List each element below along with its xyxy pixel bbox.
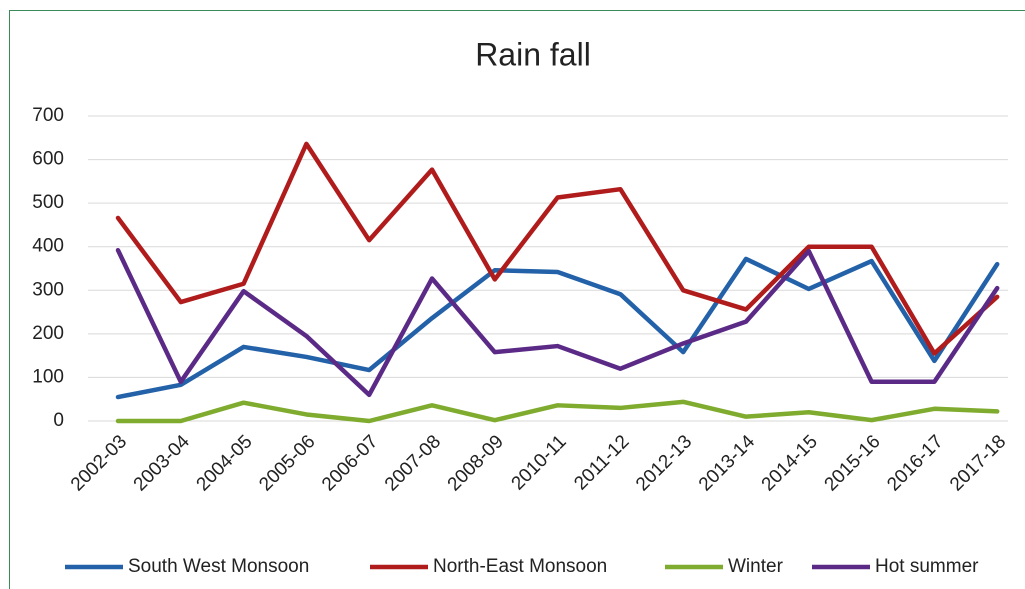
x-tick-label: 2016-17 [883,431,947,495]
x-tick-label: 2003-04 [130,431,194,495]
x-tick-label: 2006-07 [318,431,382,495]
y-tick-label: 400 [32,236,64,257]
x-tick-label: 2005-06 [255,431,319,495]
legend-label: South West Monsoon [128,556,309,577]
y-tick-label: 200 [32,323,64,344]
chart-title: Rain fall [475,36,591,72]
y-tick-label: 100 [32,366,64,387]
series-line [115,399,1000,424]
chart-frame [9,10,1025,589]
series-line [115,247,1000,398]
y-tick-label: 0 [53,410,64,431]
x-tick-label: 2013-14 [695,431,759,495]
x-tick-label: 2004-05 [193,431,257,495]
x-tick-label: 2011-12 [570,431,633,494]
series-line [115,256,1000,400]
x-tick-label: 2014-15 [758,431,822,495]
y-tick-label: 500 [32,192,64,213]
x-tick-label: 2010-11 [508,431,571,494]
y-tick-label: 300 [32,279,64,300]
x-tick-label: 2008-09 [444,431,508,495]
x-tick-label: 2012-13 [632,431,696,495]
x-tick-label: 2015-16 [821,431,885,495]
legend-label: Winter [728,556,784,577]
legend-label: Hot summer [875,556,979,577]
y-tick-label: 700 [32,105,64,126]
series-line [115,141,1000,356]
y-tick-label: 600 [32,149,64,170]
legend-label: North-East Monsoon [433,556,607,577]
x-tick-label: 2017-18 [946,431,1010,495]
x-tick-label: 2007-08 [381,431,445,495]
x-tick-label: 2002-03 [67,431,131,495]
